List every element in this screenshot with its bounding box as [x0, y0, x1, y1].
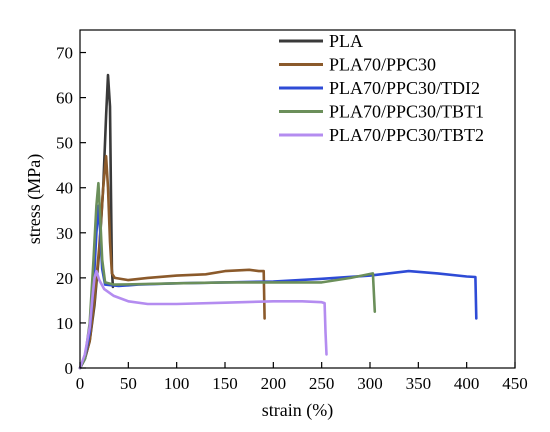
- x-tick-label: 150: [212, 374, 238, 393]
- x-tick-label: 200: [261, 374, 287, 393]
- x-tick-label: 300: [357, 374, 383, 393]
- legend-label-2: PLA70/PPC30: [329, 55, 436, 75]
- y-tick-label: 10: [56, 314, 73, 333]
- series-line-5: [78, 269, 328, 370]
- legend-label-3: PLA70/PPC30/TDI2: [329, 78, 480, 98]
- y-tick-label: 0: [65, 359, 74, 378]
- legend-label-4: PLA70/PPC30/TBT1: [329, 102, 484, 122]
- x-tick-label: 50: [120, 374, 137, 393]
- x-tick-label: 350: [406, 374, 432, 393]
- x-tick-label: 100: [164, 374, 190, 393]
- x-tick-label: 400: [454, 374, 480, 393]
- series-line-2: [78, 154, 266, 370]
- y-tick-label: 70: [56, 44, 73, 63]
- x-axis-label: strain (%): [262, 400, 333, 421]
- x-tick-label: 0: [76, 374, 85, 393]
- y-tick-label: 50: [56, 134, 73, 153]
- y-tick-label: 60: [56, 89, 73, 108]
- plot-lines: [78, 73, 478, 370]
- x-tick-label: 450: [502, 374, 528, 393]
- legend-label-1: PLA: [329, 31, 363, 51]
- legend-label-5: PLA70/PPC30/TBT2: [329, 125, 484, 145]
- series-line-3: [78, 204, 478, 370]
- x-tick-label: 250: [309, 374, 335, 393]
- y-axis-label: stress (MPa): [24, 154, 45, 245]
- y-tick-label: 30: [56, 224, 73, 243]
- axis-ticks: 0 50 100 150 200 250 300 350 400 450 0 10 20 30 40 50 60…: [56, 44, 528, 393]
- y-tick-label: 40: [56, 179, 73, 198]
- axes-frame: [79, 29, 516, 369]
- legend: PLA PLA70/PPC30 PLA70/PPC30/TDI2 PLA70/PPC3…: [279, 31, 484, 145]
- series-line-4: [78, 181, 377, 370]
- y-tick-label: 20: [56, 269, 73, 288]
